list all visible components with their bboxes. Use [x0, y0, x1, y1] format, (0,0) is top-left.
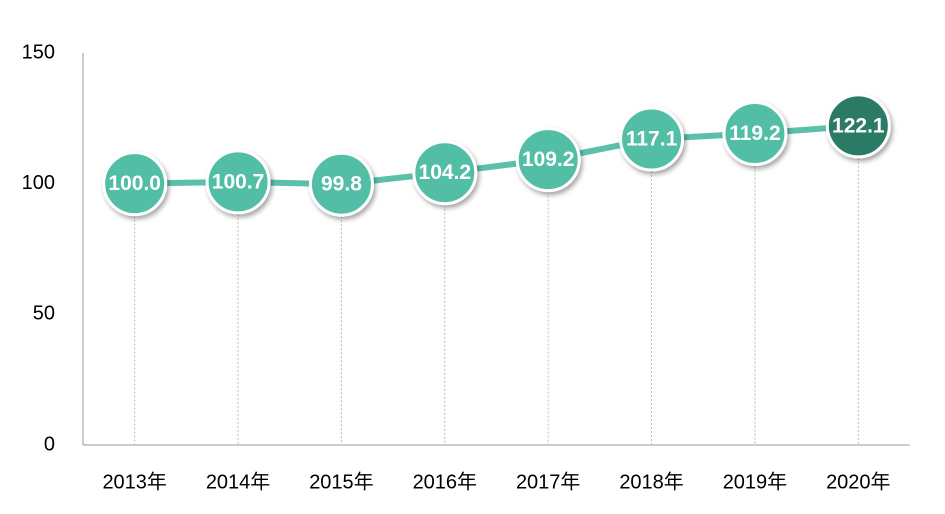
value-label: 122.1	[832, 114, 885, 137]
x-tick-label: 2018年	[619, 470, 684, 493]
x-tick-label: 2017年	[516, 470, 581, 493]
value-label: 104.2	[419, 161, 472, 184]
marker	[722, 100, 788, 166]
marker	[205, 149, 271, 215]
marker	[619, 106, 685, 172]
marker	[102, 151, 168, 217]
x-tick-label: 2020年	[826, 470, 891, 493]
value-label: 99.8	[321, 173, 362, 196]
y-tick-label: 50	[33, 303, 55, 325]
value-label: 109.2	[522, 148, 575, 171]
x-tick-label: 2014年	[206, 470, 271, 493]
marker	[412, 140, 478, 206]
value-label: 117.1	[626, 128, 678, 151]
value-label: 100.7	[212, 170, 265, 193]
marker	[825, 93, 891, 159]
marker	[515, 127, 581, 193]
y-tick-label: 0	[44, 433, 55, 455]
marker	[308, 151, 374, 217]
y-tick-label: 150	[22, 41, 55, 63]
x-tick-label: 2015年	[309, 470, 374, 493]
x-tick-label: 2013年	[102, 470, 167, 493]
value-label: 100.0	[108, 172, 161, 195]
x-tick-label: 2019年	[723, 470, 788, 493]
value-label: 119.2	[729, 122, 780, 145]
x-tick-label: 2016年	[413, 470, 478, 493]
y-tick-label: 100	[22, 172, 55, 194]
